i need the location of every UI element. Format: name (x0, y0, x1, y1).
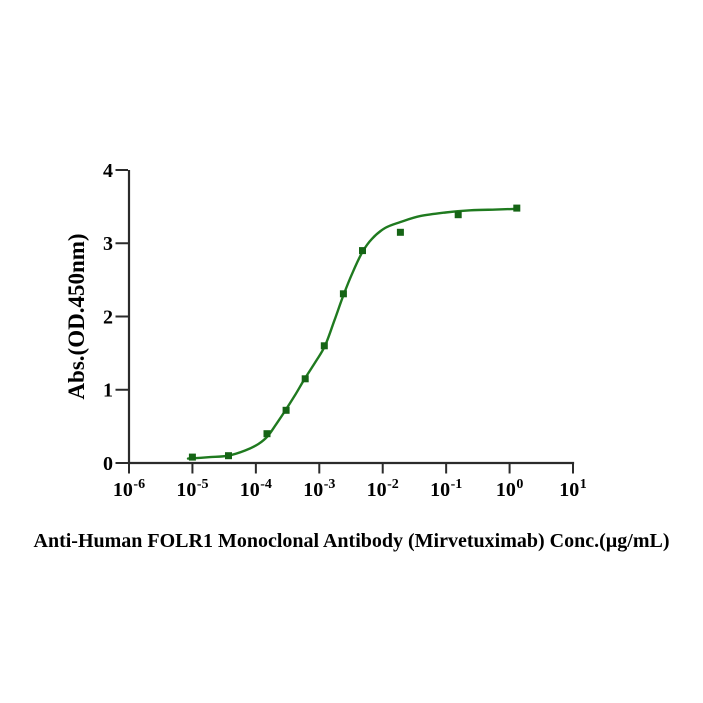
x-tick-label: 10-4 (240, 477, 272, 501)
data-point (263, 430, 271, 438)
y-tick-label: 1 (103, 380, 113, 402)
data-point (513, 204, 521, 212)
y-axis-label: Abs.(OD.450nm) (64, 233, 89, 399)
data-points (188, 204, 521, 461)
x-tick-label: 100 (496, 477, 523, 501)
x-tick-label: 10-5 (176, 477, 208, 501)
fit-curve (186, 207, 519, 460)
data-point (454, 211, 462, 219)
x-axis-label: Anti-Human FOLR1 Monoclonal Antibody (Mi… (34, 530, 670, 552)
x-tick-label: 10-3 (303, 477, 335, 501)
data-point (301, 375, 309, 383)
data-point (359, 247, 366, 255)
data-point (320, 342, 328, 350)
data-point (396, 228, 404, 236)
x-tick-label: 10-2 (367, 477, 399, 501)
y-tick-label: 4 (103, 160, 113, 182)
data-point (188, 453, 196, 461)
x-tick-label: 101 (559, 477, 587, 501)
data-point (225, 452, 232, 460)
data-point (339, 290, 347, 298)
y-tick-label: 3 (103, 233, 113, 255)
x-tick-label: 10-1 (430, 477, 462, 501)
x-tick-label: 10-6 (113, 477, 145, 501)
y-tick-label: 2 (103, 306, 113, 328)
data-point (282, 406, 290, 414)
y-tick-label: 0 (103, 453, 113, 475)
